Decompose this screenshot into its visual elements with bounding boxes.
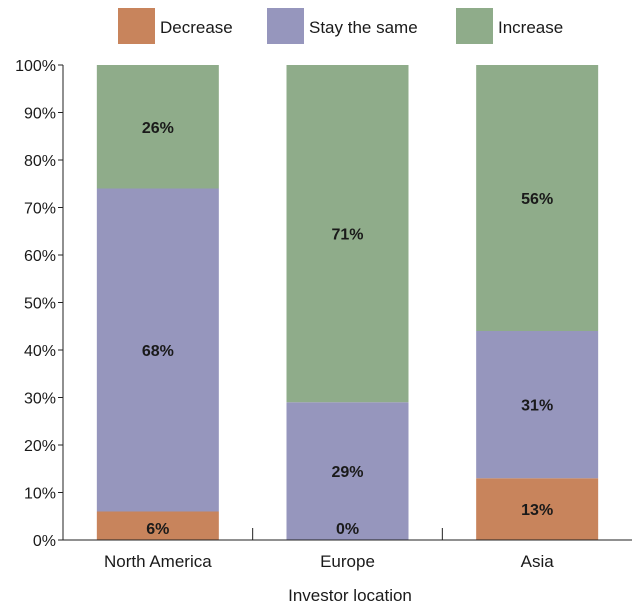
bars bbox=[96, 65, 599, 540]
data-label: 31% bbox=[521, 398, 553, 415]
data-label: 29% bbox=[331, 464, 363, 481]
bar-asia-increase bbox=[476, 65, 599, 331]
bar-north-america-decrease bbox=[96, 511, 219, 540]
y-tick-label: 60% bbox=[24, 248, 56, 265]
y-tick-label: 20% bbox=[24, 438, 56, 455]
bar-north-america-stay-the-same bbox=[96, 188, 219, 512]
data-labels: 6% 68% 26% 0% 29% 71% 13% 31% 56% bbox=[142, 120, 553, 538]
y-tick-label: 90% bbox=[24, 106, 56, 123]
legend: Decrease Stay the same Increase bbox=[118, 8, 563, 44]
bar-asia-stay-the-same bbox=[476, 331, 599, 479]
legend-swatch bbox=[456, 8, 493, 44]
data-label: 13% bbox=[521, 502, 553, 519]
y-tick-label: 40% bbox=[24, 343, 56, 360]
legend-swatch bbox=[118, 8, 155, 44]
x-tick-label: North America bbox=[104, 552, 212, 571]
x-axis-title: Investor location bbox=[288, 586, 412, 605]
y-tick-label: 10% bbox=[24, 486, 56, 503]
data-label: 56% bbox=[521, 191, 553, 208]
y-tick-label: 50% bbox=[24, 296, 56, 313]
bar-europe-increase bbox=[286, 65, 409, 403]
legend-swatch bbox=[267, 8, 304, 44]
data-label: 68% bbox=[142, 343, 174, 360]
y-tick-label: 100% bbox=[15, 58, 56, 75]
legend-item-decrease: Decrease bbox=[118, 8, 233, 44]
bar-europe-stay-the-same bbox=[286, 402, 409, 540]
x-tick-label: Europe bbox=[320, 552, 375, 571]
legend-item-increase: Increase bbox=[456, 8, 563, 44]
y-tick-label: 30% bbox=[24, 391, 56, 408]
data-label: 26% bbox=[142, 120, 174, 137]
y-tick-label: 70% bbox=[24, 201, 56, 218]
legend-label: Increase bbox=[498, 18, 563, 37]
data-label: 0% bbox=[336, 521, 359, 538]
x-tick-label: Asia bbox=[521, 552, 555, 571]
y-tick-label: 80% bbox=[24, 153, 56, 170]
y-tick-label: 0% bbox=[33, 533, 56, 550]
axes: 0% 10% 20% 30% 40% 50% 60% 70% 80% 90% 100% North A… bbox=[15, 58, 632, 571]
bar-asia-decrease bbox=[476, 478, 599, 540]
data-label: 6% bbox=[146, 521, 169, 538]
data-label: 71% bbox=[331, 227, 363, 244]
legend-label: Decrease bbox=[160, 18, 233, 37]
legend-item-stay-the-same: Stay the same bbox=[267, 8, 418, 44]
bar-north-america-increase bbox=[96, 65, 219, 189]
legend-label: Stay the same bbox=[309, 18, 418, 37]
